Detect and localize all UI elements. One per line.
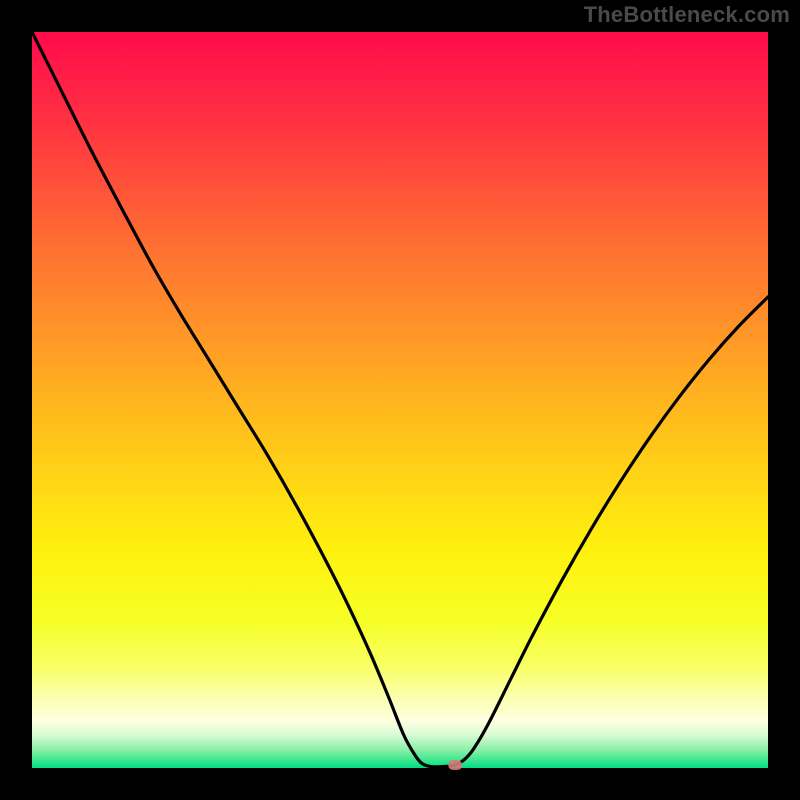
optimal-point-marker <box>448 760 462 770</box>
bottleneck-chart <box>0 0 800 800</box>
plot-background <box>32 32 768 768</box>
outer-frame: TheBottleneck.com <box>0 0 800 800</box>
watermark-text: TheBottleneck.com <box>584 2 790 28</box>
